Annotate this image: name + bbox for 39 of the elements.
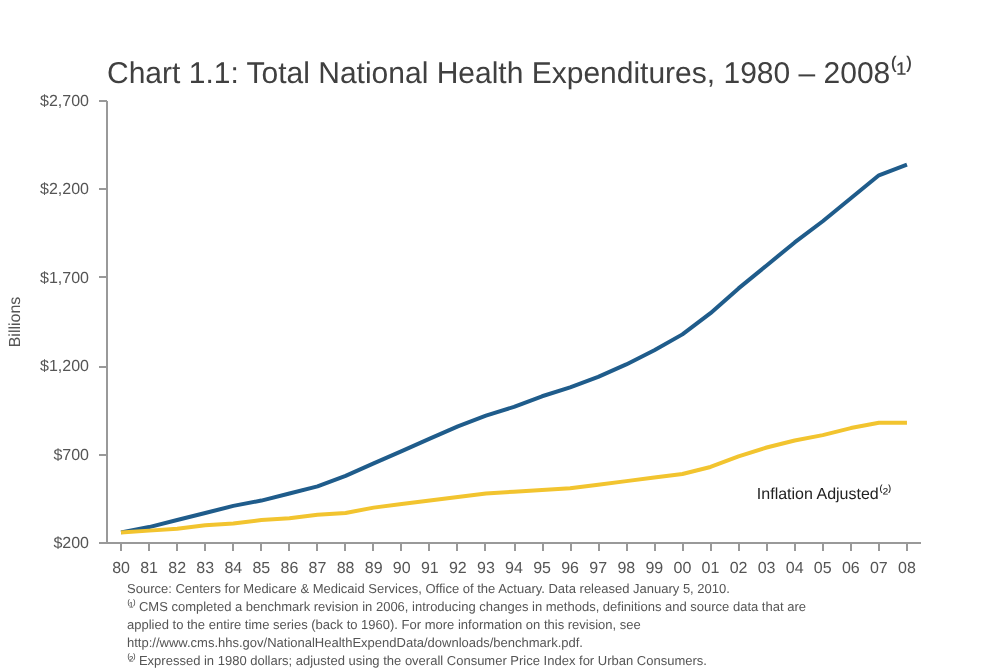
y-tick-label: $1,700 — [40, 268, 91, 287]
x-tick-label: 91 — [420, 559, 440, 577]
x-tick-label: 92 — [448, 559, 468, 577]
x-tick-label: 90 — [392, 559, 412, 577]
x-tick-label: 03 — [757, 559, 777, 577]
x-tick-label: 08 — [898, 559, 917, 577]
x-tick-label: 80 — [112, 559, 132, 577]
x-tick-label: 94 — [505, 559, 524, 577]
x-tick-label: 04 — [785, 559, 805, 577]
x-tick-label: 01 — [701, 559, 721, 577]
y-tick-label: $700 — [53, 445, 91, 464]
text: Inflation Adjusted⁽²⁾ — [756, 482, 893, 503]
y-tick-label: $2,700 — [40, 92, 91, 110]
x-tick-label: 93 — [477, 559, 496, 577]
x-tick-label: 85 — [252, 559, 272, 577]
x-tick-label: 88 — [336, 559, 356, 577]
y-axis-title: Billions — [6, 296, 25, 348]
x-tick-label: 96 — [561, 559, 581, 577]
x-tick-label: 81 — [140, 559, 160, 577]
x-tick-label: 89 — [364, 559, 384, 577]
x-tick-label: 82 — [168, 559, 188, 577]
x-tick-label: 02 — [729, 559, 749, 577]
line-series — [119, 420, 909, 535]
x-tick-label: 98 — [617, 559, 637, 577]
x-tick-label: 87 — [308, 559, 328, 577]
x-tick-label: 97 — [589, 559, 609, 577]
x-tick-label: 95 — [533, 559, 553, 577]
x-tick-label: 83 — [196, 559, 216, 577]
x-tick-label: 00 — [673, 559, 693, 577]
x-tick-label: 06 — [841, 559, 861, 577]
x-tick-label: 86 — [280, 559, 300, 577]
y-tick-label: $1,200 — [40, 357, 91, 376]
x-tick-label: 84 — [224, 559, 244, 577]
chart-title: Chart 1.1: Total National Health Expenditures, 1980 – 2008⁽¹⁾ — [107, 55, 913, 91]
x-tick-label: 05 — [813, 559, 833, 577]
y-tick-label: $2,200 — [40, 180, 91, 199]
y-tick-label: $200 — [53, 534, 91, 552]
x-tick-label: 99 — [645, 559, 665, 577]
x-tick-label: 07 — [870, 559, 889, 577]
